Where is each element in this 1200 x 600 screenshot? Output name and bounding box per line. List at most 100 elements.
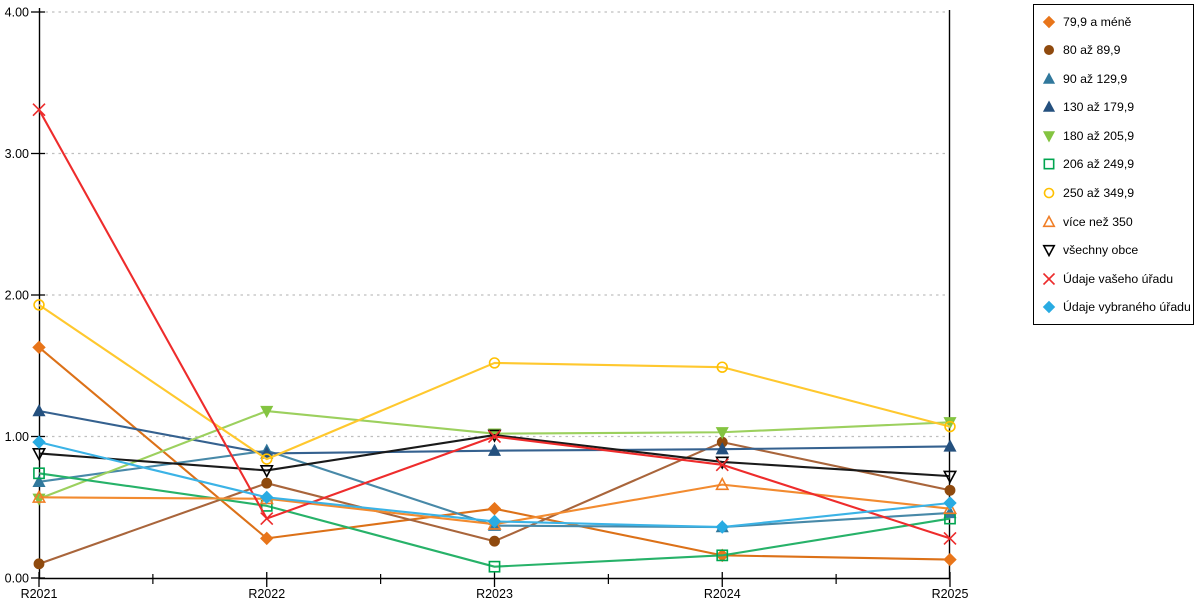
series-marker-circle <box>261 477 273 489</box>
legend-marker-x-icon <box>1042 272 1056 285</box>
series-5 <box>33 467 956 573</box>
series-marker-x <box>1042 272 1056 285</box>
series-marker-triangle-up <box>1042 72 1056 84</box>
legend-item[interactable]: více než 350 <box>1042 208 1193 236</box>
series-marker-circle <box>33 299 45 311</box>
x-tick-label: R2021 <box>21 587 58 600</box>
series-marker-triangle-down <box>1042 245 1056 258</box>
series-marker-diamond <box>1042 15 1056 28</box>
legend-label: všechny obce <box>1063 243 1139 258</box>
legend-marker-diamond-icon <box>1042 301 1056 314</box>
x-tick-label: R2025 <box>932 587 969 600</box>
series-marker-x <box>943 531 957 545</box>
legend-item[interactable]: 79,9 a méně <box>1042 8 1193 36</box>
series-marker-diamond <box>32 435 46 449</box>
series-line <box>38 304 951 461</box>
legend-item[interactable]: 80 až 89,9 <box>1042 36 1193 64</box>
series-10 <box>32 435 957 534</box>
x-tick-label: R2024 <box>704 587 741 600</box>
legend-item[interactable]: 90 až 129,9 <box>1042 65 1193 93</box>
series-marker-triangle-down <box>942 470 958 484</box>
legend-item[interactable]: Údaje vybraného úřadu <box>1042 293 1193 321</box>
series-line <box>38 472 951 568</box>
series-marker-x <box>260 512 274 526</box>
legend-label: 80 až 89,9 <box>1063 43 1121 58</box>
series-marker-circle <box>944 420 956 433</box>
legend-label: 90 až 129,9 <box>1063 71 1128 86</box>
series-line <box>38 109 951 540</box>
y-tick-label: 0.00 <box>5 572 29 586</box>
series-marker-triangle-down <box>487 429 502 443</box>
series-marker-circle <box>488 357 501 369</box>
series-marker-triangle-up <box>1042 214 1056 227</box>
legend-item[interactable]: Údaje vašeho úřadu <box>1042 265 1193 293</box>
series-marker-triangle-down <box>260 405 274 419</box>
series-marker-triangle-up <box>32 403 46 417</box>
series-marker-triangle-up <box>31 489 47 503</box>
series-marker-diamond <box>487 501 502 516</box>
legend-label: 130 až 179,9 <box>1063 100 1135 115</box>
legend-label: 79,9 a méně <box>1063 14 1132 29</box>
y-tick-label: 2.00 <box>5 289 29 303</box>
series-marker-x <box>487 429 502 444</box>
legend-marker-circle-icon <box>1043 187 1055 199</box>
series-marker-circle <box>33 558 45 570</box>
x-tick-label: R2022 <box>248 587 285 600</box>
series-marker-triangle-up <box>487 443 502 456</box>
series-marker-circle <box>1043 187 1055 199</box>
series-marker-triangle-up <box>32 474 46 487</box>
series-line <box>38 434 951 478</box>
legend-item[interactable]: 180 až 205,9 <box>1042 122 1193 150</box>
series-marker-triangle-up <box>715 442 729 455</box>
y-tick-label: 3.00 <box>5 147 29 161</box>
legend-item[interactable]: všechny obce <box>1042 236 1193 264</box>
series-marker-circle <box>261 453 273 465</box>
legend-marker-square-icon <box>1043 158 1055 170</box>
series-marker-square <box>33 467 45 480</box>
legend-marker-triangle-down-icon <box>1042 131 1056 143</box>
series-marker-triangle-up <box>943 505 957 519</box>
series-marker-triangle-up <box>943 439 957 452</box>
series-marker-circle <box>1043 45 1055 56</box>
series-marker-triangle-down <box>1042 131 1056 143</box>
series-marker-triangle-up <box>1042 100 1056 113</box>
series-marker-circle <box>944 484 956 496</box>
series-6 <box>33 299 956 465</box>
series-marker-diamond <box>715 520 729 534</box>
series-marker-circle <box>716 361 728 373</box>
legend-marker-triangle-up-icon <box>1042 72 1056 84</box>
legend-label: 250 až 349,9 <box>1063 186 1135 201</box>
series-marker-diamond <box>943 496 957 510</box>
legend-item[interactable]: 206 až 249,9 <box>1042 150 1193 178</box>
series-marker-diamond <box>1042 301 1056 314</box>
chart-legend: 79,9 a méně 80 až 89,9 90 až 129,9 130 až 1… <box>1033 4 1194 325</box>
legend-label: Údaje vašeho úřadu <box>1063 271 1174 286</box>
series-marker-x <box>32 103 46 117</box>
series-marker-square <box>1043 158 1055 170</box>
legend-marker-triangle-down-icon <box>1042 245 1056 258</box>
series-marker-circle <box>489 535 500 547</box>
series-9 <box>32 103 957 545</box>
legend-label: 206 až 249,9 <box>1063 157 1135 172</box>
legend-label: více než 350 <box>1063 214 1133 229</box>
series-marker-triangle-up <box>715 476 730 491</box>
series-marker-x <box>715 458 729 472</box>
series-marker-diamond <box>260 490 274 505</box>
legend-label: 180 až 205,9 <box>1063 128 1135 143</box>
legend-item[interactable]: 250 až 349,9 <box>1042 179 1193 207</box>
series-marker-triangle-down <box>715 427 729 440</box>
legend-marker-diamond-icon <box>1042 15 1056 28</box>
series-marker-square <box>716 549 729 562</box>
y-tick-label: 1.00 <box>5 430 29 444</box>
x-tick-label: R2023 <box>476 587 513 600</box>
legend-marker-triangle-up-icon <box>1042 214 1056 227</box>
legend-marker-triangle-up-icon <box>1042 100 1056 113</box>
y-tick-label: 4.00 <box>5 6 29 20</box>
legend-item[interactable]: 130 až 179,9 <box>1042 93 1193 121</box>
legend-label: Údaje vybraného úřadu <box>1063 300 1191 315</box>
series-marker-diamond <box>943 552 957 567</box>
series-marker-diamond <box>32 340 46 355</box>
series-marker-diamond <box>260 531 274 546</box>
